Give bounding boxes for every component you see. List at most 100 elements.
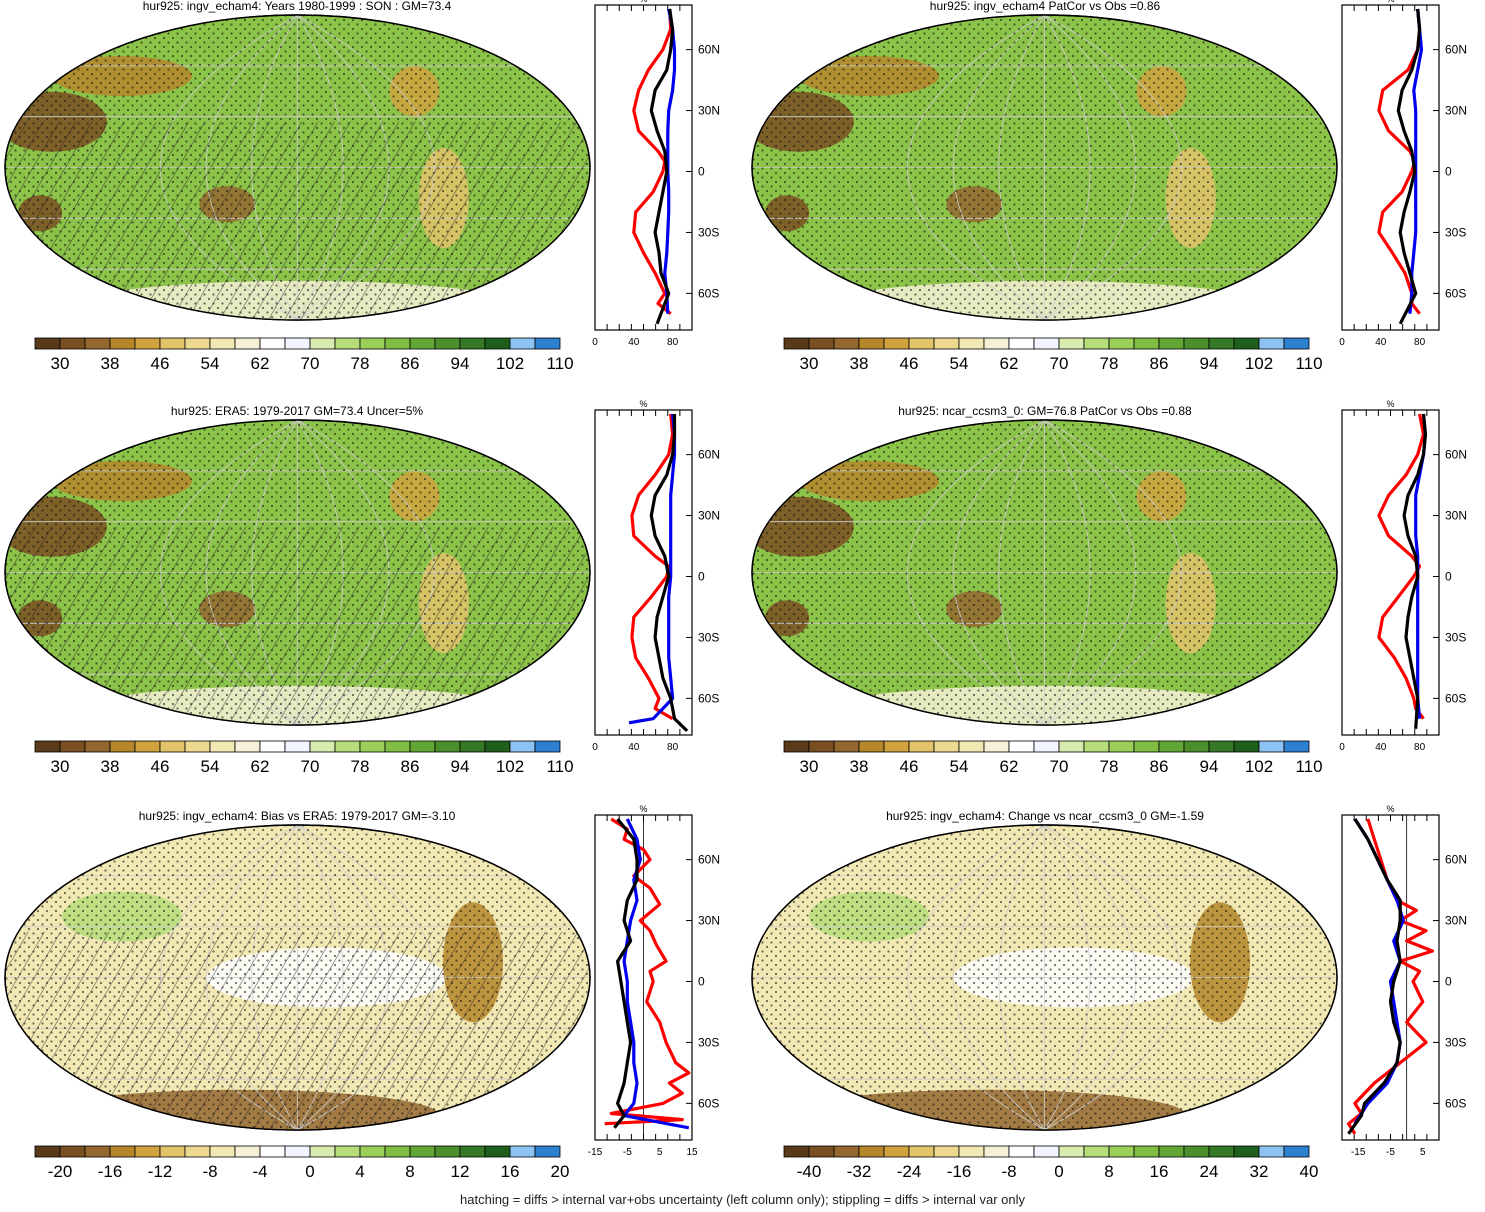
colorbar-swatch — [1058, 337, 1085, 350]
panel-3: hur925: ERA5: 1979-2017 GM=73.4 Uncer=5%… — [4, 399, 720, 776]
colorbar-swatch — [384, 740, 411, 753]
colorbar-swatch — [359, 1145, 386, 1158]
colorbar-swatch — [159, 337, 186, 350]
colorbar-label: 110 — [546, 757, 573, 776]
profile-unit: % — [1386, 0, 1394, 4]
colorbar-swatch — [933, 337, 960, 350]
colorbar-swatch — [1133, 337, 1160, 350]
colorbar-swatch — [1258, 1145, 1285, 1158]
colorbar-swatch — [509, 337, 536, 350]
colorbar-label: 38 — [101, 757, 120, 776]
colorbar-swatch — [958, 1145, 985, 1158]
colorbar-label: 110 — [546, 354, 573, 373]
colorbar-swatch — [509, 1145, 536, 1158]
colorbar-swatch — [384, 337, 411, 350]
lat-tick-label: 30S — [698, 225, 719, 239]
lat-tick-label: 30N — [1445, 914, 1467, 928]
colorbar-label: 86 — [1150, 757, 1169, 776]
colorbar-label: 40 — [1300, 1162, 1319, 1181]
hatching-overlay — [5, 931, 590, 1130]
colorbar-swatch — [808, 1145, 835, 1158]
colorbar-swatch — [234, 337, 261, 350]
colorbar-swatch — [983, 337, 1010, 350]
colorbar-label: 54 — [201, 354, 220, 373]
colorbar-swatch — [259, 337, 286, 350]
colorbar-swatch — [1158, 337, 1185, 350]
profile-x-tick-label: -15 — [1351, 1147, 1366, 1158]
colorbar-swatch — [1258, 740, 1285, 753]
colorbar-swatch — [1158, 740, 1185, 753]
zonal-profile: % 60N 30N 0 30S 60S 0 40 80 — [1339, 399, 1467, 753]
zonal-profile: % 60N 30N 0 30S 60S 0 40 80 — [1339, 0, 1467, 348]
colorbar-swatch — [783, 740, 810, 753]
colorbar-label: 102 — [1245, 757, 1273, 776]
colorbar-label: 8 — [405, 1162, 414, 1181]
colorbar-swatch — [259, 740, 286, 753]
colorbar-swatch — [84, 337, 111, 350]
profile-line-blue — [628, 413, 677, 725]
colorbar-swatch — [1208, 1145, 1235, 1158]
colorbar-swatch — [783, 1145, 810, 1158]
panel-5: hur925: ingv_echam4: Bias vs ERA5: 1979-… — [4, 804, 720, 1181]
colorbar-swatch — [958, 337, 985, 350]
profile-x-tick-label: -5 — [623, 1147, 632, 1158]
colorbar-swatch — [858, 337, 885, 350]
colorbar-label: 0 — [1054, 1162, 1063, 1181]
colorbar-swatch — [309, 1145, 336, 1158]
profile-line-black — [1347, 818, 1402, 1135]
colorbar-swatch — [209, 1145, 236, 1158]
colorbar-swatch — [334, 337, 361, 350]
colorbar-swatch — [808, 740, 835, 753]
profile-x-tick-label: 40 — [628, 742, 640, 753]
colorbar-swatch — [409, 740, 436, 753]
profile-x-tick-label: 40 — [1375, 742, 1387, 753]
profile-line-black — [649, 414, 689, 733]
panel-2: hur925: ingv_echam4 PatCor vs Obs =0.86 3… — [751, 0, 1467, 373]
colorbar-label: 54 — [950, 354, 969, 373]
panel-title: hur925: ingv_echam4: Years 1980-1999 : S… — [143, 0, 452, 13]
colorbar-swatch — [1133, 740, 1160, 753]
colorbar-label: 78 — [351, 354, 370, 373]
colorbar-label: -4 — [252, 1162, 267, 1181]
lat-tick-label: 60S — [1445, 691, 1466, 705]
colorbar-label: 54 — [950, 757, 969, 776]
hatching-overlay — [5, 121, 590, 320]
lat-tick-label: 30N — [698, 509, 720, 523]
colorbar-label: 62 — [1000, 757, 1019, 776]
lat-tick-label: 60N — [1445, 853, 1467, 867]
colorbar-swatch — [259, 1145, 286, 1158]
panel-4: hur925: ncar_ccsm3_0: GM=76.8 PatCor vs … — [751, 399, 1467, 776]
colorbar-swatch — [284, 1145, 311, 1158]
colorbar-swatch — [409, 337, 436, 350]
profile-unit: % — [639, 399, 647, 409]
lat-tick-label: 30N — [1445, 104, 1467, 118]
colorbar-swatch — [534, 337, 561, 350]
colorbar-swatch — [484, 740, 511, 753]
colorbar-swatch — [534, 740, 561, 753]
profile-x-tick-label: 0 — [1339, 337, 1345, 348]
colorbar-swatch — [1033, 1145, 1060, 1158]
profile-unit: % — [1386, 399, 1394, 409]
colorbar-label: 102 — [496, 757, 524, 776]
lat-tick-label: 60S — [1445, 1096, 1466, 1110]
profile-unit: % — [1386, 804, 1394, 814]
colorbar-swatch — [1083, 337, 1110, 350]
colorbar-label: 46 — [151, 354, 170, 373]
colorbar-label: 78 — [351, 757, 370, 776]
colorbar-swatch — [783, 337, 810, 350]
colorbar-label: 62 — [251, 354, 270, 373]
stippling-overlay — [752, 420, 1337, 725]
colorbar-swatch — [1158, 1145, 1185, 1158]
colorbar-label: -12 — [148, 1162, 173, 1181]
stippling-overlay — [752, 15, 1337, 320]
lat-tick-label: 0 — [698, 570, 705, 584]
colorbar-label: 110 — [1295, 354, 1322, 373]
colorbar-swatch — [1258, 337, 1285, 350]
colorbar-swatch — [883, 740, 910, 753]
lat-tick-label: 60S — [1445, 286, 1466, 300]
colorbar-swatch — [434, 740, 461, 753]
colorbar-swatch — [234, 1145, 261, 1158]
colorbar-swatch — [958, 740, 985, 753]
colorbar-swatch — [159, 740, 186, 753]
colorbar-swatch — [34, 337, 61, 350]
